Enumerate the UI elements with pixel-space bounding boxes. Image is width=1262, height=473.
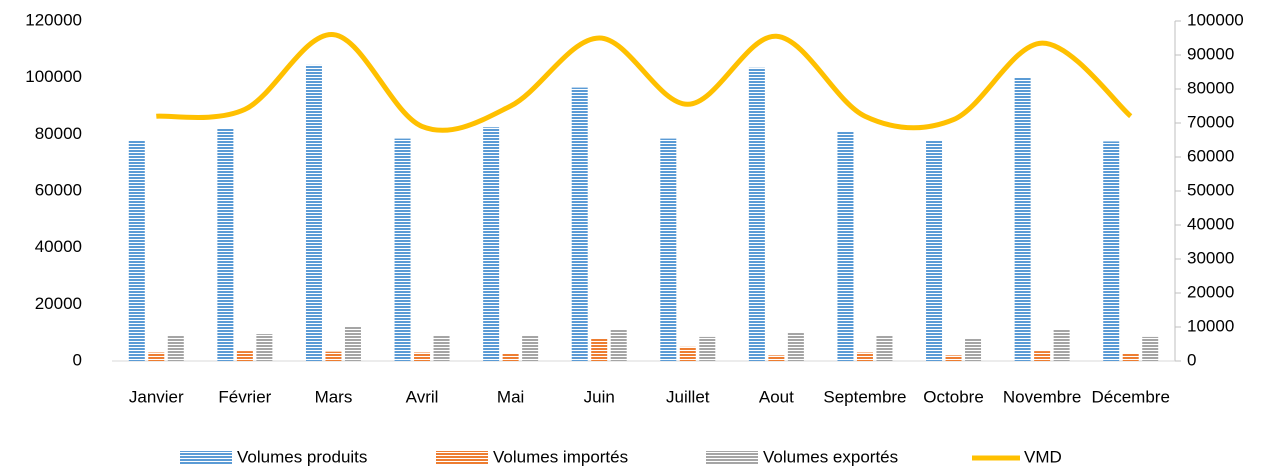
line	[156, 32, 1133, 133]
bar	[591, 338, 608, 361]
legend-label: VMD	[1024, 447, 1062, 466]
y2-tick-label: 50000	[1187, 180, 1234, 199]
x-tick-label: Aout	[759, 387, 794, 406]
y2-tick-label: 60000	[1187, 146, 1234, 165]
x-tick-label: Juin	[584, 387, 615, 406]
y2-tick-label: 0	[1187, 350, 1196, 369]
bar	[699, 336, 716, 361]
bar	[610, 329, 627, 361]
bar	[344, 327, 361, 361]
bar	[502, 353, 519, 361]
bar	[1053, 329, 1070, 361]
bar	[394, 138, 411, 361]
y-tick-label: 40000	[35, 237, 82, 256]
bar	[965, 338, 982, 361]
x-tick-label: Septembre	[823, 387, 906, 406]
x-tick-label: Février	[218, 387, 271, 406]
bar	[945, 355, 962, 361]
legend-label: Volumes produits	[237, 447, 367, 466]
bar	[128, 140, 145, 361]
bar	[837, 131, 854, 361]
bar	[1103, 141, 1120, 361]
bar	[1034, 351, 1051, 361]
y-tick-label: 20000	[35, 294, 82, 313]
bar	[414, 352, 431, 361]
y2-tick-label: 30000	[1187, 248, 1234, 267]
bar	[876, 335, 893, 361]
bar	[926, 140, 943, 361]
y-tick-label: 60000	[35, 180, 82, 199]
y2-tick-label: 10000	[1187, 316, 1234, 335]
x-tick-label: Avril	[406, 387, 439, 406]
x-tick-label: Mars	[315, 387, 353, 406]
bar	[236, 351, 253, 361]
bar	[660, 138, 677, 361]
bar	[768, 355, 785, 361]
bar	[256, 334, 273, 361]
bar	[679, 346, 696, 361]
bar	[305, 64, 322, 362]
y2-tick-label: 70000	[1187, 112, 1234, 131]
x-tick-label: Décembre	[1091, 387, 1169, 406]
y-tick-label: 0	[73, 350, 82, 369]
legend-swatch	[180, 451, 232, 465]
x-tick-label: Octobre	[923, 387, 983, 406]
bar	[856, 352, 873, 361]
bar	[433, 335, 450, 361]
legend-swatch	[436, 451, 488, 465]
bar	[748, 67, 765, 361]
legend-label: Volumes importés	[493, 447, 628, 466]
x-tick-label: Mai	[497, 387, 524, 406]
y2-tick-label: 20000	[1187, 282, 1234, 301]
bar	[483, 127, 500, 361]
x-tick-label: Novembre	[1003, 387, 1081, 406]
y-tick-label: 120000	[25, 10, 82, 29]
bar	[1142, 336, 1159, 361]
legend-label: Volumes exportés	[763, 447, 898, 466]
bar	[325, 351, 342, 361]
bar	[217, 128, 234, 361]
bar	[167, 335, 184, 361]
y2-tick-label: 100000	[1187, 10, 1244, 29]
y2-tick-label: 90000	[1187, 44, 1234, 63]
bar	[148, 352, 165, 361]
bar	[1122, 353, 1139, 361]
y-tick-label: 80000	[35, 124, 82, 143]
x-tick-label: Janvier	[129, 387, 184, 406]
bar	[1014, 77, 1031, 362]
bar	[522, 335, 539, 361]
y-tick-label: 100000	[25, 67, 82, 86]
y2-tick-label: 80000	[1187, 78, 1234, 97]
bar	[787, 332, 804, 361]
bar	[571, 87, 588, 361]
y2-tick-label: 40000	[1187, 214, 1234, 233]
x-tick-label: Juillet	[666, 387, 710, 406]
legend-swatch	[706, 451, 758, 465]
